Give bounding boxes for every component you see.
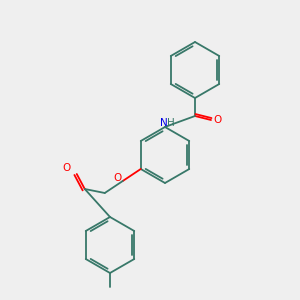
Text: O: O: [114, 173, 122, 183]
Text: H: H: [167, 118, 175, 128]
Text: O: O: [63, 163, 71, 173]
Text: N: N: [160, 118, 168, 128]
Text: O: O: [213, 115, 221, 125]
